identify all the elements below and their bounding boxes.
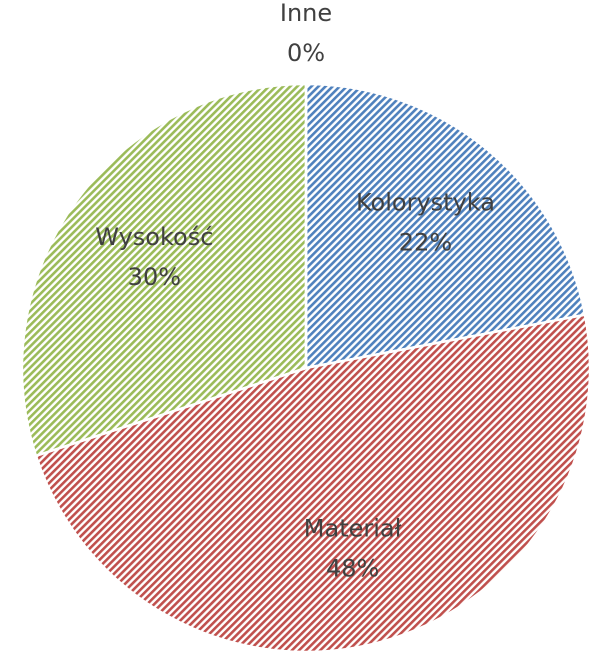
slice-label: Materiał bbox=[304, 515, 402, 543]
slice-value-label: 0% bbox=[287, 39, 325, 67]
pie-slice bbox=[304, 82, 587, 370]
slice-label: Inne bbox=[280, 0, 332, 27]
slice-label: Kolorystyka bbox=[356, 189, 495, 217]
pie-slice bbox=[34, 313, 591, 653]
slice-label: Wysokość bbox=[95, 223, 213, 251]
slice-value-label: 30% bbox=[128, 263, 181, 291]
pie-slice bbox=[20, 82, 308, 458]
slice-value-label: 22% bbox=[399, 229, 452, 257]
slice-value-label: 48% bbox=[326, 555, 379, 583]
